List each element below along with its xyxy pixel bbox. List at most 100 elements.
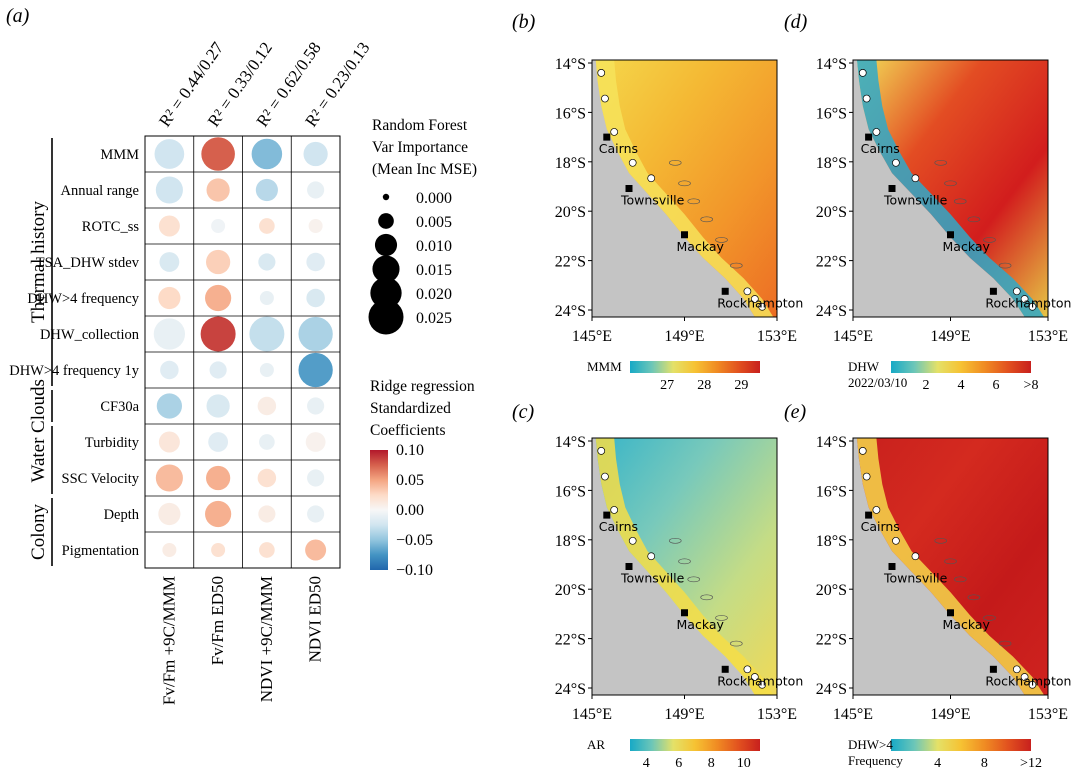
city-label: Cairns xyxy=(599,519,638,534)
colorbar-tick-label: >12 xyxy=(1020,756,1042,771)
lat-tick-label: 14°S xyxy=(555,434,586,451)
panel-label-b: (b) xyxy=(512,11,536,33)
city-label: Townsville xyxy=(620,193,685,208)
land-area xyxy=(853,60,1025,317)
importance-circle xyxy=(259,218,275,234)
reef-outline xyxy=(944,180,957,187)
lon-tick-label: 149°E xyxy=(664,706,704,723)
city-marker xyxy=(888,185,896,192)
map-content xyxy=(592,438,777,695)
survey-site xyxy=(647,174,656,183)
survey-site xyxy=(911,552,920,561)
lat-tick-label: 14°S xyxy=(816,56,847,73)
colorbar-tick-label: 0.10 xyxy=(396,442,424,459)
column-label: Fv/Fm +9C/MMM xyxy=(159,576,178,705)
city-marker xyxy=(681,609,688,617)
reef-outline xyxy=(953,198,967,205)
row-label: MMM xyxy=(100,147,139,163)
lat-tick-label: 14°S xyxy=(816,434,847,451)
reef-outline xyxy=(983,615,996,621)
city-marker xyxy=(625,185,633,192)
reef-outline xyxy=(729,262,743,269)
importance-circle xyxy=(257,468,277,488)
map-panel-d: Cairns Townsville Mackay Rockhampton 14°S 16°… xyxy=(816,56,1072,393)
lat-tick-label: 24°S xyxy=(555,681,586,698)
group-label: Thermal history xyxy=(28,201,49,323)
survey-site xyxy=(872,506,881,514)
importance-circle xyxy=(200,316,236,352)
row-label: Pigmentation xyxy=(62,543,140,559)
importance-circle xyxy=(208,432,229,452)
lon-tick-label: 145°E xyxy=(572,706,612,723)
colorbar-tick-label: 0.05 xyxy=(396,472,424,489)
survey-site xyxy=(911,174,920,183)
city-marker xyxy=(625,563,633,570)
map-colorbar xyxy=(630,361,760,373)
row-label: CF30a xyxy=(100,399,139,415)
size-legend-title: Random Forest xyxy=(372,117,468,134)
group-label: Colony xyxy=(28,504,49,560)
lat-tick-label: 14°S xyxy=(555,56,586,73)
map-panel-b: Cairns Townsville Mackay Rockhampton 14°S 16°… xyxy=(555,56,804,393)
lon-tick-label: 153°E xyxy=(1028,706,1068,723)
importance-circle xyxy=(307,505,325,523)
size-legend-circle xyxy=(370,277,402,309)
size-legend-label: 0.025 xyxy=(416,310,452,327)
lon-tick-label: 145°E xyxy=(572,328,612,345)
importance-circle xyxy=(258,505,276,523)
lat-tick-label: 20°S xyxy=(555,204,586,221)
map-content xyxy=(853,60,1048,317)
lon-tick-label: 153°E xyxy=(757,706,797,723)
group-label: Water xyxy=(28,437,49,483)
importance-circle xyxy=(206,249,231,275)
survey-site xyxy=(628,536,637,545)
survey-site xyxy=(743,287,752,296)
importance-circle xyxy=(156,393,182,419)
map-panel-e: Cairns Townsville Mackay Rockhampton 14°S 16°… xyxy=(816,434,1072,771)
reef-outline xyxy=(715,237,728,243)
importance-circle xyxy=(158,215,180,237)
reef-outline xyxy=(687,576,701,583)
lat-tick-label: 22°S xyxy=(816,254,847,271)
lat-tick-label: 22°S xyxy=(555,254,586,271)
importance-circle xyxy=(251,138,283,170)
lat-tick-label: 22°S xyxy=(816,632,847,649)
land-area xyxy=(592,60,755,317)
survey-site xyxy=(892,158,900,167)
survey-site xyxy=(743,665,752,674)
lat-tick-label: 24°S xyxy=(816,681,847,698)
colorbar-label: 2022/03/10 xyxy=(848,375,907,390)
importance-circle xyxy=(298,352,333,388)
colorbar-tick-label: 10 xyxy=(737,756,751,771)
survey-site xyxy=(628,158,637,167)
reef-outline xyxy=(953,576,967,583)
city-marker xyxy=(888,563,896,570)
city-label: Cairns xyxy=(861,519,900,534)
panel-label-c: (c) xyxy=(512,401,535,423)
panel-a-heatmap: MMM Annual range ROTC_ss TSA_DHW stdev DHW>4… xyxy=(9,38,373,705)
colorbar-tick-label: 28 xyxy=(697,378,711,393)
importance-circle xyxy=(154,139,185,169)
colorbar-label: DHW>4 xyxy=(848,737,893,752)
coastal-shelf xyxy=(595,60,774,317)
importance-circle xyxy=(259,542,275,558)
lat-tick-label: 18°S xyxy=(816,155,847,172)
size-legend-label: 0.000 xyxy=(416,190,452,207)
importance-circle xyxy=(303,141,328,167)
size-legend-label: 0.005 xyxy=(416,214,452,231)
lat-tick-label: 22°S xyxy=(555,632,586,649)
color-legend-title: Ridge regression xyxy=(370,378,475,395)
reef-outline xyxy=(998,640,1012,647)
city-marker xyxy=(721,287,729,295)
lat-tick-label: 16°S xyxy=(816,105,847,122)
colorbar-tick-label: 4 xyxy=(958,378,965,393)
city-label: Rockhampton xyxy=(717,673,803,688)
survey-site xyxy=(647,552,656,561)
reef-outline xyxy=(678,180,691,187)
colorbar-label: AR xyxy=(587,737,605,752)
survey-site xyxy=(610,506,619,514)
city-label: Townsville xyxy=(620,571,685,586)
survey-site xyxy=(610,128,619,136)
row-label: DHW_collection xyxy=(40,327,140,343)
survey-site xyxy=(601,472,609,481)
